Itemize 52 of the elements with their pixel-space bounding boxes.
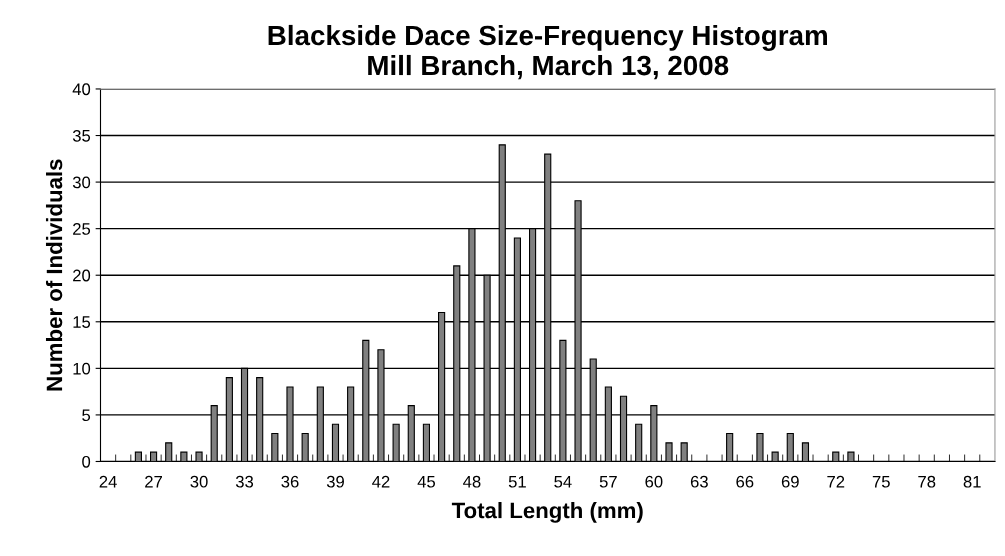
x-tick-label: 45 bbox=[417, 475, 436, 488]
x-axis-title: Total Length (mm) bbox=[451, 502, 643, 523]
bar bbox=[786, 432, 794, 462]
y-tick-label: 10 bbox=[73, 362, 91, 375]
y-tick-label: 5 bbox=[82, 409, 91, 422]
y-tick-label: 15 bbox=[73, 316, 91, 328]
bar bbox=[680, 442, 688, 462]
x-tick-label: 63 bbox=[690, 475, 708, 488]
y-axis-title: Number of Individuals bbox=[45, 159, 63, 391]
x-tick-label: 36 bbox=[281, 475, 299, 488]
bar bbox=[771, 451, 779, 462]
bar bbox=[271, 432, 279, 462]
bar bbox=[331, 423, 340, 462]
bar bbox=[301, 432, 309, 462]
x-tick-label: 51 bbox=[508, 475, 526, 488]
x-tick-label: 48 bbox=[463, 475, 481, 488]
x-tick-label: 30 bbox=[190, 475, 208, 488]
x-tick-label: 75 bbox=[872, 475, 890, 488]
bar bbox=[801, 442, 810, 462]
bar bbox=[149, 451, 158, 462]
bar bbox=[422, 423, 431, 462]
x-tick-label: 78 bbox=[918, 475, 936, 488]
x-tick-label: 24 bbox=[99, 475, 117, 488]
x-tick-label: 69 bbox=[781, 475, 799, 488]
x-tick-label: 72 bbox=[827, 475, 845, 488]
bar bbox=[756, 432, 764, 462]
y-tick-label: 40 bbox=[72, 83, 91, 96]
x-tick-label: 42 bbox=[372, 475, 390, 488]
x-tick-label: 54 bbox=[554, 475, 572, 488]
y-tick-label: 35 bbox=[72, 129, 91, 142]
bar bbox=[847, 451, 855, 462]
y-tick-label: 30 bbox=[72, 176, 91, 189]
bar bbox=[195, 451, 203, 462]
bar bbox=[726, 432, 734, 462]
bar bbox=[165, 442, 173, 462]
y-tick-label: 20 bbox=[73, 269, 91, 282]
bar bbox=[832, 451, 840, 462]
bar bbox=[180, 451, 188, 462]
x-tick-label: 57 bbox=[599, 475, 617, 488]
x-tick-label: 81 bbox=[963, 475, 981, 488]
bar bbox=[392, 423, 400, 462]
x-tick-label: 27 bbox=[145, 475, 162, 488]
x-tick-label: 39 bbox=[326, 475, 344, 488]
y-tick-label: 25 bbox=[73, 223, 91, 235]
x-tick-label: 66 bbox=[736, 475, 754, 488]
bar bbox=[134, 451, 142, 462]
bar bbox=[635, 423, 643, 462]
y-tick-label: 0 bbox=[82, 455, 91, 468]
x-tick-label: 60 bbox=[645, 475, 663, 488]
x-tick-label: 33 bbox=[235, 475, 254, 488]
bar bbox=[665, 442, 673, 462]
chart-title: Blackside Dace Size-Frequency Histogram Mill Branch, March 13, 2008 bbox=[268, 24, 827, 80]
